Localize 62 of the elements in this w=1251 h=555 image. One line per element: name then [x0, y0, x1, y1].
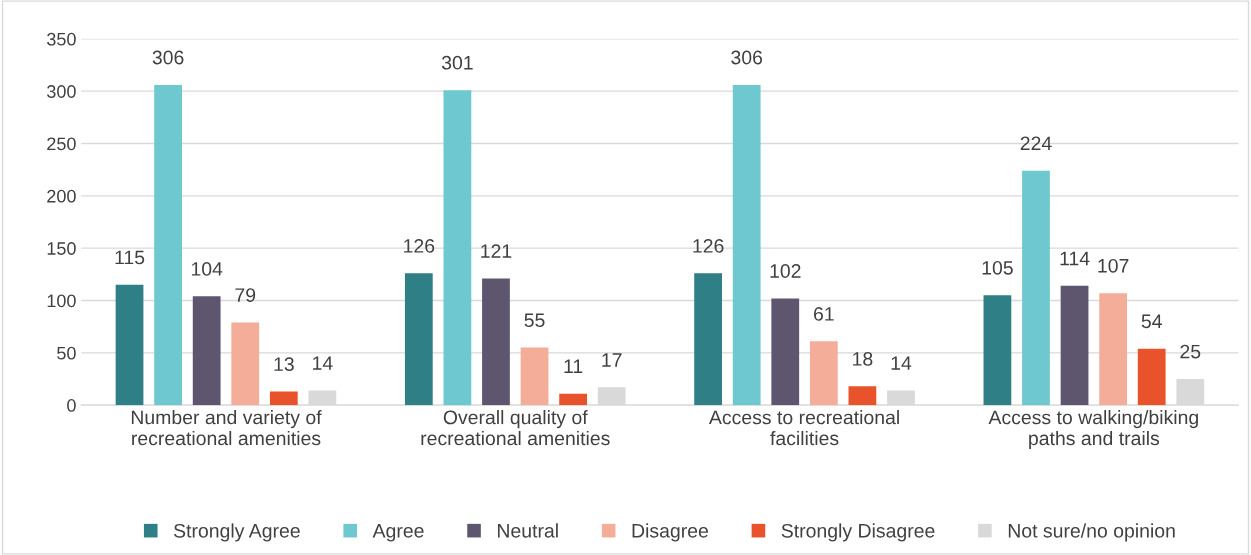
bar: [559, 393, 587, 406]
data-label: 107: [1098, 258, 1129, 273]
bar: [443, 90, 472, 406]
bar: [694, 273, 722, 406]
data-label: 306: [152, 50, 184, 65]
data-label: 306: [731, 50, 763, 65]
legend-label: Agree: [372, 524, 424, 542]
data-label: 301: [441, 55, 473, 70]
bar: [1137, 348, 1166, 406]
data-label: 105: [982, 260, 1013, 275]
bar: [983, 295, 1012, 406]
data-label: 104: [191, 262, 223, 276]
y-tick-label: 350: [47, 32, 76, 46]
bar: [192, 296, 221, 406]
data-label: 126: [693, 239, 724, 253]
bar: [1022, 170, 1050, 406]
bar: [732, 84, 761, 406]
data-label: 17: [602, 353, 622, 367]
bar: [771, 298, 800, 406]
bar: [154, 84, 182, 406]
data-label: 121: [481, 244, 512, 258]
bar: [848, 386, 877, 406]
data-label: 79: [235, 288, 256, 302]
y-tick-label: 250: [47, 137, 76, 151]
data-label: 61: [814, 307, 834, 321]
bar: [115, 284, 144, 406]
bar: [1060, 285, 1089, 406]
data-label: 126: [404, 239, 435, 253]
bar: [269, 391, 298, 406]
y-tick-label: 100: [47, 294, 76, 308]
data-label: 18: [853, 352, 873, 366]
y-tick-label: 50: [57, 346, 76, 360]
legend-label: Disagree: [632, 523, 708, 542]
x-tick-label: Access to recreational facilities: [708, 410, 899, 446]
legend-label: Not sure/no opinion: [1008, 523, 1175, 542]
legend-label: Strongly Agree: [173, 523, 300, 542]
data-label: 115: [115, 250, 145, 265]
bar: [482, 278, 510, 406]
data-label: 14: [313, 356, 333, 370]
legend-label: Strongly Disagree: [781, 523, 935, 542]
data-label: 55: [524, 313, 545, 328]
bar: [231, 322, 260, 406]
data-label: 54: [1141, 314, 1162, 329]
data-label: 114: [1060, 251, 1090, 266]
x-tick-label: Access to walking/biking paths and trails: [988, 410, 1198, 450]
bar: [520, 347, 549, 406]
y-tick-label: 0: [67, 399, 76, 412]
legend-label: Neutral: [498, 523, 558, 538]
x-tick-label: Number and variety of recreational amenities: [131, 410, 322, 446]
data-label: 102: [770, 264, 801, 278]
data-label: 25: [1180, 344, 1201, 359]
y-tick-label: 300: [47, 85, 76, 98]
y-tick-label: 150: [47, 242, 76, 255]
data-label: 224: [1020, 136, 1052, 151]
data-label: 14: [891, 356, 912, 370]
bar: [404, 273, 433, 406]
y-tick-label: 200: [47, 189, 76, 203]
bar: [1099, 293, 1128, 406]
bar: [809, 341, 838, 406]
data-label: 13: [274, 357, 294, 372]
data-label: 11: [564, 359, 583, 373]
x-tick-label: Overall quality of recreational amenities: [421, 410, 610, 446]
